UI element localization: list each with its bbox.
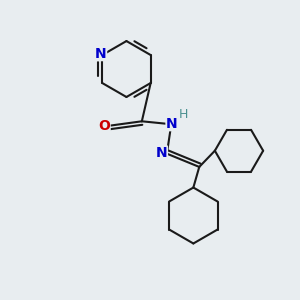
Text: O: O [98,119,110,133]
Text: N: N [166,117,178,130]
Text: N: N [156,146,167,160]
Text: H: H [179,108,188,121]
Text: N: N [95,46,106,61]
